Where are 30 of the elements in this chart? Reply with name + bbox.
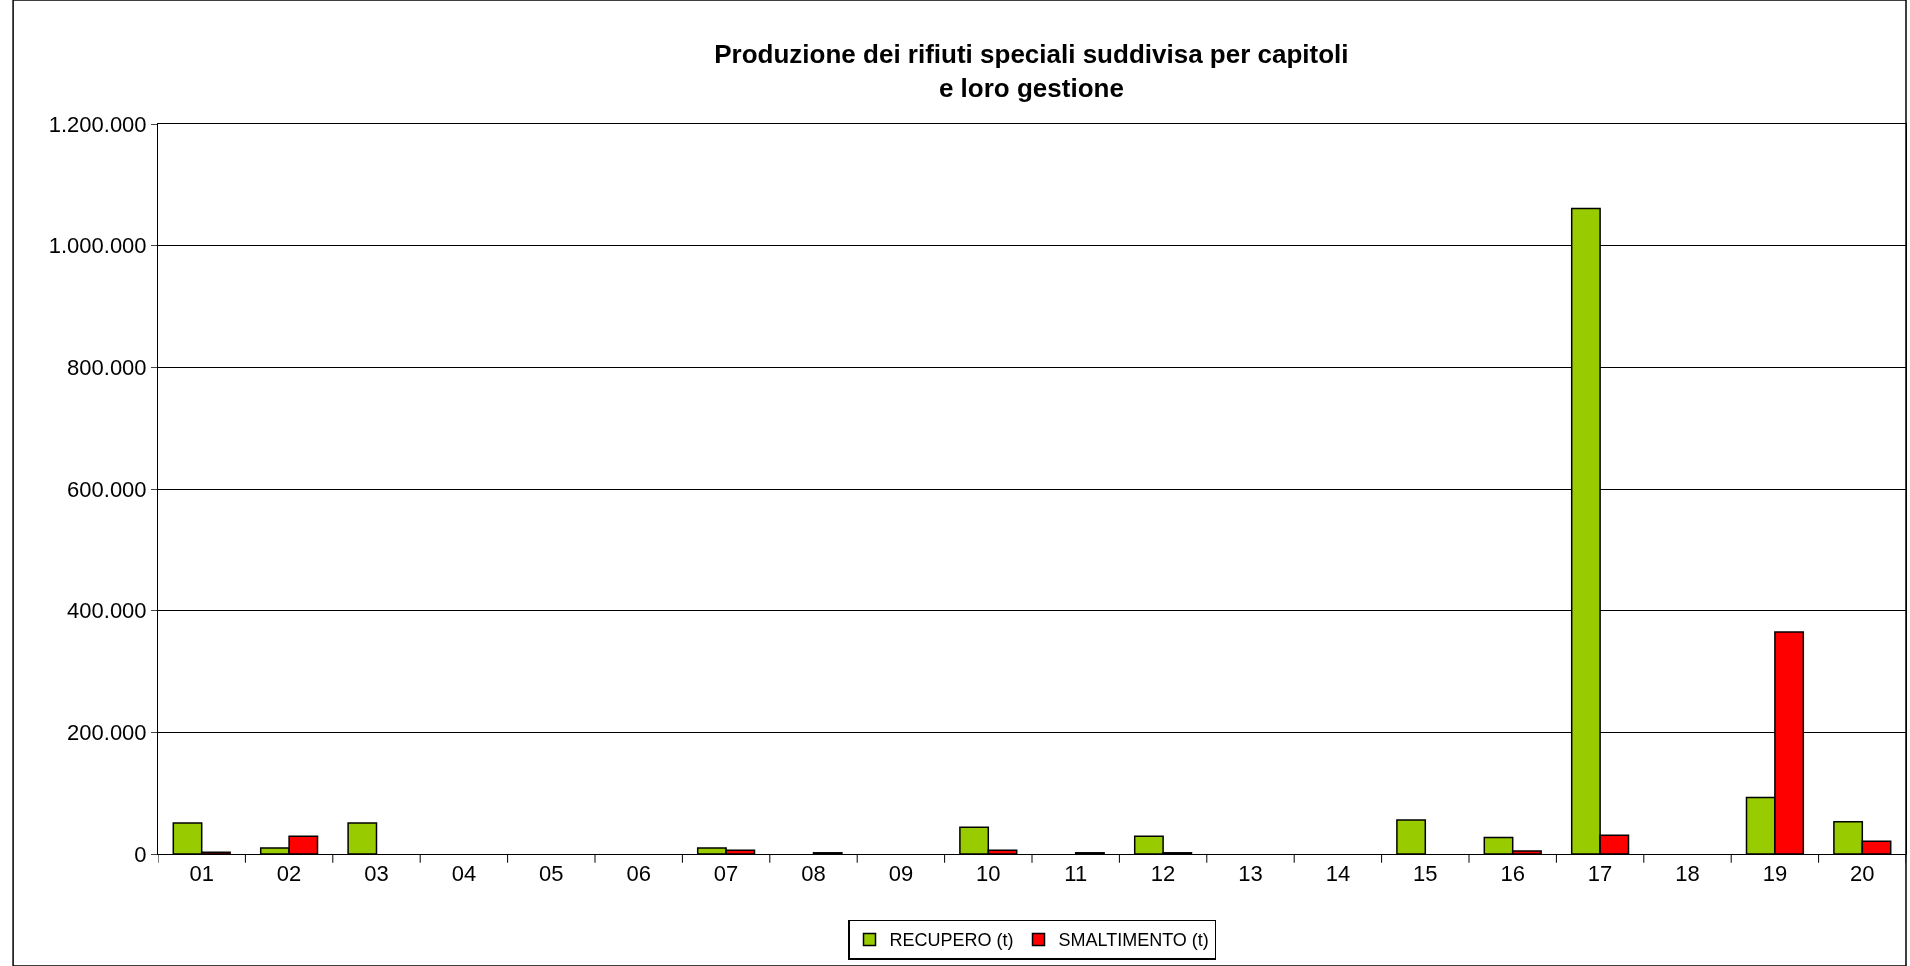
legend-label: SMALTIMENTO (t) (1058, 930, 1209, 951)
x-tick-label: 17 (1587, 861, 1613, 887)
y-tick-label: 1.200.000 (48, 111, 147, 137)
x-tick-label: 16 (1500, 861, 1525, 887)
y-tick-label: 1.000.000 (48, 233, 147, 259)
x-tick-label: 15 (1413, 861, 1438, 887)
y-tick-label: 0 (134, 841, 147, 867)
chart-title: Produzione dei rifiuti speciali suddivisa per capitoli e loro gestione (714, 38, 1349, 103)
y-tick-label: 400.000 (67, 598, 147, 624)
y-tick-label: 200.000 (67, 720, 147, 746)
x-tick-label: 14 (1325, 861, 1351, 887)
y-tick-label: 600.000 (67, 476, 147, 502)
x-tick-label: 12 (1150, 861, 1176, 887)
x-tick-label: 01 (189, 861, 214, 887)
x-tick-label: 18 (1675, 861, 1700, 887)
x-tick-label: 10 (976, 861, 1001, 887)
x-tick-label: 06 (626, 861, 651, 887)
legend-label: RECUPERO (t) (889, 930, 1014, 951)
x-tick-label: 08 (801, 861, 826, 887)
x-tick-label: 13 (1238, 861, 1263, 887)
x-tick-label: 02 (276, 861, 302, 887)
y-tick-label: 800.000 (67, 355, 147, 381)
x-tick-label: 20 (1850, 861, 1875, 887)
x-tick-label: 11 (1064, 861, 1088, 887)
x-tick-label: 04 (451, 861, 477, 887)
x-tick-label: 19 (1762, 861, 1788, 887)
x-tick-label: 05 (539, 861, 564, 887)
x-tick-label: 09 (888, 861, 914, 887)
x-tick-label: 03 (364, 861, 389, 887)
x-tick-label: 07 (713, 861, 739, 887)
